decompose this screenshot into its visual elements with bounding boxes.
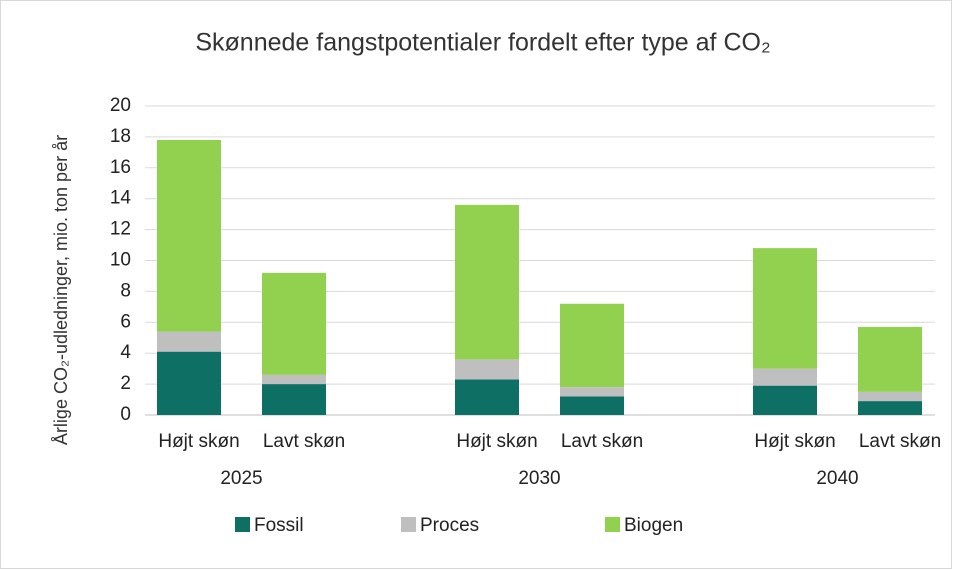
x-tick-label: Lavt skøn xyxy=(561,431,643,452)
chart-title: Skønnede fangstpotentialer fordelt efter… xyxy=(195,29,770,57)
x-tick-label: Højt skøn xyxy=(158,431,239,452)
bar-segment xyxy=(560,396,624,415)
group-label: 2030 xyxy=(518,468,560,489)
bar-segment xyxy=(560,303,624,388)
y-tick-label: 18 xyxy=(110,126,131,147)
y-tick-label: 6 xyxy=(120,311,131,332)
legend-label: Biogen xyxy=(624,515,683,536)
bar-segment xyxy=(455,204,519,360)
x-tick-label: Højt skøn xyxy=(456,431,537,452)
bar-segment xyxy=(560,387,624,397)
y-axis-label: Årlige CO₂-udledninger, mio. ton per år xyxy=(51,135,71,445)
bar-segment xyxy=(753,385,817,415)
y-tick-label: 2 xyxy=(120,373,131,394)
x-tick-label: Lavt skøn xyxy=(859,431,941,452)
group-label: 2040 xyxy=(816,468,858,489)
bar-segment xyxy=(455,379,519,415)
y-tick-label: 12 xyxy=(110,219,131,240)
y-tick-label: 20 xyxy=(110,95,131,116)
bar-segment xyxy=(455,359,519,380)
legend-label: Fossil xyxy=(254,515,304,536)
legend-swatch xyxy=(605,517,620,532)
y-tick-label: 4 xyxy=(120,342,131,363)
y-tick-label: 16 xyxy=(110,157,131,178)
bar-segment xyxy=(262,384,326,415)
bar-segment xyxy=(858,401,922,415)
y-tick-label: 8 xyxy=(120,280,131,301)
legend-swatch xyxy=(235,517,250,532)
bar-segment xyxy=(157,331,221,352)
bar-segment xyxy=(858,326,922,392)
bar-segment xyxy=(262,374,326,385)
legend-label: Proces xyxy=(420,515,479,536)
bar-segment xyxy=(858,391,922,402)
x-tick-label: Lavt skøn xyxy=(263,431,345,452)
bar-segment xyxy=(753,368,817,386)
y-tick-label: 0 xyxy=(120,404,131,425)
y-tick-label: 10 xyxy=(110,250,131,271)
legend-swatch xyxy=(401,517,416,532)
bar-segment xyxy=(157,351,221,415)
bar-segment xyxy=(157,139,221,332)
y-tick-label: 14 xyxy=(110,188,132,209)
x-tick-label: Højt skøn xyxy=(754,431,835,452)
bar-segment xyxy=(753,248,817,369)
bar-segment xyxy=(262,272,326,375)
group-label: 2025 xyxy=(220,468,262,489)
